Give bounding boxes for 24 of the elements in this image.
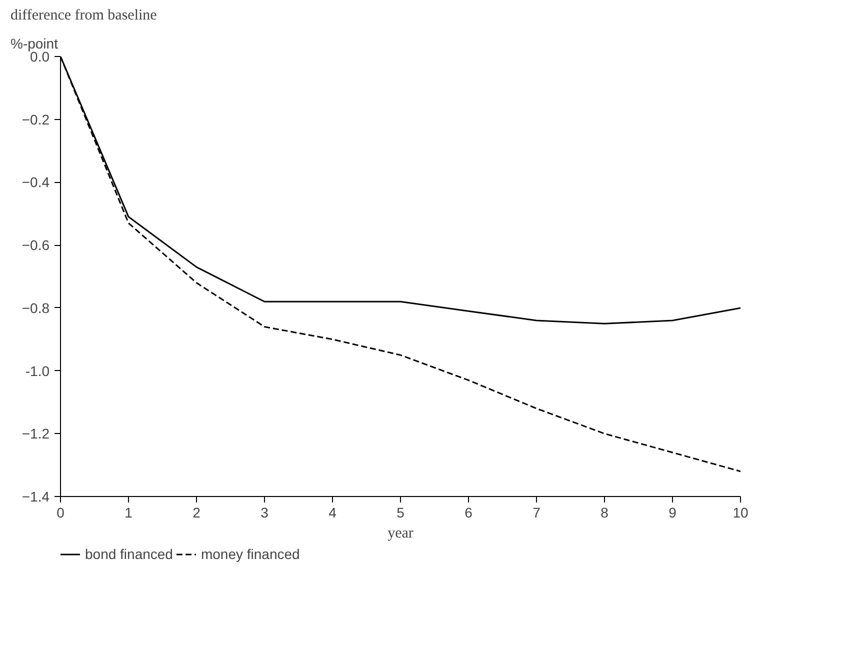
y-tick-label: −1.4 — [22, 488, 50, 504]
x-tick-label: 10 — [732, 504, 748, 520]
y-tick-label: −1.2 — [22, 426, 50, 442]
x-tick-label: 0 — [56, 504, 65, 520]
x-tick-label: 6 — [464, 504, 473, 520]
y-axis-title: %-point — [10, 36, 58, 52]
x-tick-label: 5 — [396, 504, 405, 520]
legend-label: bond financed — [85, 546, 173, 562]
x-tick-label: 1 — [124, 504, 133, 520]
x-tick-label: 4 — [328, 504, 337, 520]
y-tick-label: −0.2 — [22, 111, 50, 128]
y-tick-label: −0.8 — [22, 300, 50, 316]
y-tick-label: −0.6 — [22, 237, 50, 254]
x-tick-label: 3 — [260, 504, 269, 520]
x-axis-title: year — [388, 526, 414, 542]
y-tick-label: 0.0 — [30, 48, 50, 64]
legend-label: money financed — [200, 546, 300, 562]
y-tick-label: -1.0 — [25, 362, 50, 379]
y-tick-label: −0.4 — [22, 174, 50, 190]
x-tick-label: 2 — [192, 504, 201, 520]
x-tick-label: 9 — [668, 504, 677, 520]
x-tick-label: 7 — [532, 504, 541, 520]
x-tick-label: 8 — [600, 504, 609, 520]
chart-title: difference from baseline — [10, 8, 158, 24]
